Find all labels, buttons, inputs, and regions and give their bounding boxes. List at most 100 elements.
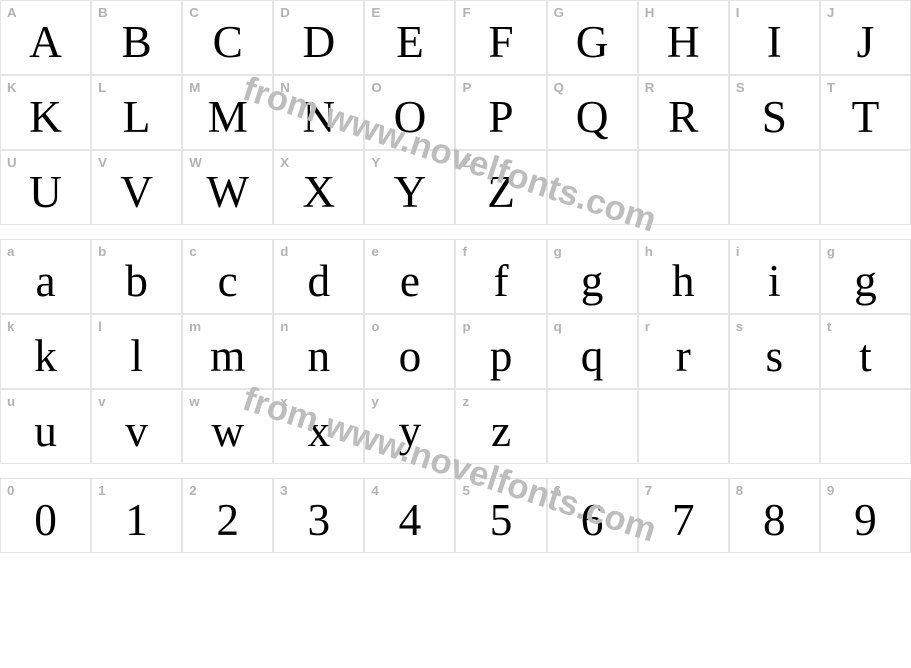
glyph-cell: 11 bbox=[91, 478, 182, 553]
glyph-cell-glyph: 8 bbox=[763, 488, 786, 543]
glyph-cell-glyph: I bbox=[767, 10, 782, 65]
glyph-cell-glyph: R bbox=[668, 85, 698, 140]
glyph-cell-label: y bbox=[371, 394, 378, 409]
glyph-cell-label: q bbox=[554, 319, 562, 334]
glyph-cell-label: r bbox=[645, 319, 650, 334]
glyph-cell-glyph: H bbox=[667, 10, 700, 65]
glyph-cell-label: Z bbox=[462, 155, 470, 170]
glyph-cell: 44 bbox=[364, 478, 455, 553]
glyph-cell-label: h bbox=[645, 244, 653, 259]
glyph-cell-glyph: 4 bbox=[399, 488, 422, 543]
glyph-cell-label: N bbox=[280, 80, 290, 95]
glyph-cell bbox=[547, 150, 638, 225]
glyph-cell: kk bbox=[0, 314, 91, 389]
glyph-cell-glyph: w bbox=[211, 399, 244, 454]
glyph-cell: aa bbox=[0, 239, 91, 314]
glyph-cell-label: P bbox=[462, 80, 471, 95]
glyph-cell: ii bbox=[729, 239, 820, 314]
glyph-cell: HH bbox=[638, 0, 729, 75]
glyph-cell: SS bbox=[729, 75, 820, 150]
glyph-cell: TT bbox=[820, 75, 911, 150]
glyph-cell-glyph: 1 bbox=[125, 488, 148, 543]
glyph-cell-label: u bbox=[7, 394, 15, 409]
glyph-cell-label: L bbox=[98, 80, 106, 95]
glyph-cell-glyph: m bbox=[210, 324, 245, 379]
glyph-cell: pp bbox=[455, 314, 546, 389]
glyph-cell: ZZ bbox=[455, 150, 546, 225]
glyph-cell-glyph: F bbox=[488, 10, 513, 65]
glyph-cell bbox=[729, 389, 820, 464]
glyph-cell-label: 5 bbox=[462, 483, 469, 498]
glyph-cell-label: U bbox=[7, 155, 17, 170]
glyph-cell-label: Y bbox=[371, 155, 380, 170]
glyph-cell-glyph: 7 bbox=[672, 488, 695, 543]
glyph-cell-label: G bbox=[554, 5, 564, 20]
glyph-cell-glyph: V bbox=[120, 160, 153, 215]
glyph-cell-glyph: D bbox=[302, 10, 335, 65]
glyph-cell-label: n bbox=[280, 319, 288, 334]
glyph-cell-glyph: W bbox=[206, 160, 249, 215]
glyph-cell-label: d bbox=[280, 244, 288, 259]
glyph-cell: EE bbox=[364, 0, 455, 75]
glyph-cell-label: H bbox=[645, 5, 655, 20]
glyph-cell-label: 6 bbox=[554, 483, 561, 498]
glyph-cell-glyph: 6 bbox=[581, 488, 604, 543]
glyph-cell: QQ bbox=[547, 75, 638, 150]
glyph-cell-glyph: l bbox=[130, 324, 143, 379]
glyph-cell-label: g bbox=[827, 244, 835, 259]
glyph-grid-lowercase: aabbccddeeffgghhiiggkkllmmnnooppqqrrsstt… bbox=[0, 239, 911, 464]
glyph-cell: bb bbox=[91, 239, 182, 314]
glyph-cell-label: f bbox=[462, 244, 466, 259]
glyph-cell-glyph: u bbox=[34, 399, 57, 454]
glyph-cell-glyph: E bbox=[396, 10, 424, 65]
glyph-cell-glyph: f bbox=[493, 249, 508, 304]
glyph-cell: dd bbox=[273, 239, 364, 314]
glyph-cell-glyph: s bbox=[766, 324, 784, 379]
glyph-cell-label: R bbox=[645, 80, 655, 95]
glyph-cell: 99 bbox=[820, 478, 911, 553]
glyph-cell-glyph: d bbox=[308, 249, 331, 304]
glyph-cell: OO bbox=[364, 75, 455, 150]
glyph-cell-label: 3 bbox=[280, 483, 287, 498]
glyph-cell-label: M bbox=[189, 80, 200, 95]
glyph-cell-label: v bbox=[98, 394, 105, 409]
glyph-cell: uu bbox=[0, 389, 91, 464]
glyph-cell-glyph: 5 bbox=[490, 488, 513, 543]
glyph-cell: 22 bbox=[182, 478, 273, 553]
glyph-cell: AA bbox=[0, 0, 91, 75]
glyph-cell-label: Q bbox=[554, 80, 564, 95]
glyph-cell-label: 4 bbox=[371, 483, 378, 498]
glyph-cell-glyph: n bbox=[308, 324, 331, 379]
glyph-cell-glyph: P bbox=[488, 85, 513, 140]
glyph-cell-glyph: O bbox=[394, 85, 427, 140]
glyph-cell-label: J bbox=[827, 5, 834, 20]
glyph-cell-label: c bbox=[189, 244, 196, 259]
glyph-cell-label: p bbox=[462, 319, 470, 334]
glyph-cell-label: g bbox=[554, 244, 562, 259]
glyph-cell: FF bbox=[455, 0, 546, 75]
glyph-cell-glyph: S bbox=[762, 85, 787, 140]
section-spacer bbox=[0, 225, 911, 239]
glyph-cell: 55 bbox=[455, 478, 546, 553]
glyph-cell-glyph: o bbox=[399, 324, 422, 379]
glyph-cell: RR bbox=[638, 75, 729, 150]
glyph-cell-glyph: M bbox=[208, 85, 248, 140]
glyph-cell-label: W bbox=[189, 155, 202, 170]
glyph-cell-glyph: e bbox=[400, 249, 420, 304]
glyph-cell-glyph: y bbox=[399, 399, 422, 454]
glyph-cell bbox=[638, 389, 729, 464]
glyph-cell: rr bbox=[638, 314, 729, 389]
glyph-cell: 00 bbox=[0, 478, 91, 553]
glyph-cell: 77 bbox=[638, 478, 729, 553]
glyph-cell bbox=[820, 389, 911, 464]
glyph-cell-label: 8 bbox=[736, 483, 743, 498]
glyph-cell-label: z bbox=[462, 394, 469, 409]
glyph-grid-uppercase: AABBCCDDEEFFGGHHIIJJKKLLMMNNOOPPQQRRSSTT… bbox=[0, 0, 911, 225]
glyph-cell: BB bbox=[91, 0, 182, 75]
glyph-cell: hh bbox=[638, 239, 729, 314]
glyph-cell: mm bbox=[182, 314, 273, 389]
glyph-cell: WW bbox=[182, 150, 273, 225]
glyph-cell-label: 9 bbox=[827, 483, 834, 498]
glyph-cell-glyph: T bbox=[852, 85, 880, 140]
glyph-cell: qq bbox=[547, 314, 638, 389]
